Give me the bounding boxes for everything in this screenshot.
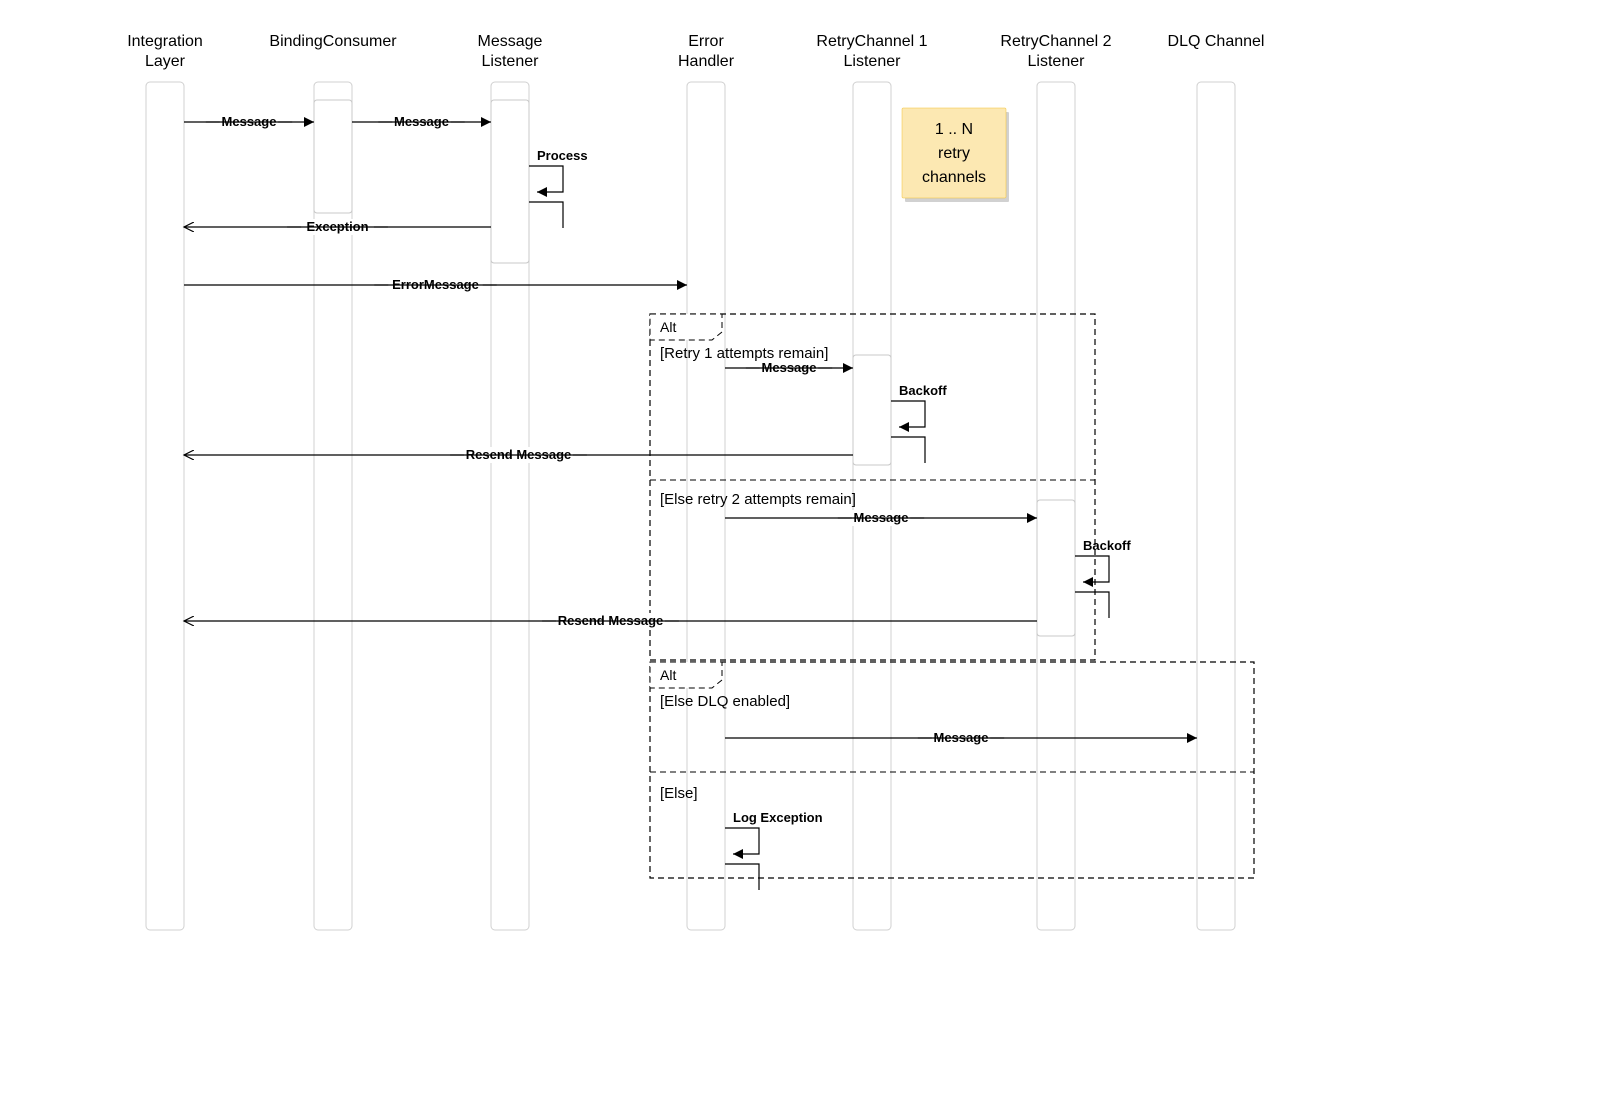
alt1-guard2: [Else retry 2 attempts remain] [660, 491, 856, 508]
msg-resend-2: Resend Message [184, 613, 1037, 629]
lifeline-retry1 [853, 82, 891, 930]
activation-listener [491, 100, 529, 263]
alt2-guard2: [Else] [660, 785, 698, 802]
svg-text:Listener: Listener [482, 53, 540, 70]
note-line-3: channels [922, 169, 986, 186]
svg-text:Integration: Integration [127, 33, 203, 50]
svg-text:RetryChannel 2: RetryChannel 2 [1000, 33, 1111, 50]
svg-text:Listener: Listener [844, 53, 902, 70]
msg-process: Process [529, 148, 588, 228]
msg-message-dlq: Message [725, 730, 1197, 746]
svg-text:RetryChannel 1: RetryChannel 1 [816, 33, 927, 50]
lifeline-integration [146, 82, 184, 930]
activation-retry1 [853, 355, 891, 465]
msg-message-2: Message [352, 114, 491, 130]
lifeline-dlq [1197, 82, 1235, 930]
activation-binding [314, 100, 352, 213]
svg-text:Layer: Layer [145, 53, 186, 70]
msg-backoff-1-label: Backoff [899, 383, 947, 398]
svg-text:DLQ Channel: DLQ Channel [1168, 33, 1265, 50]
participant-dlq: DLQ Channel [1168, 33, 1265, 930]
msg-message-retry1: Message [725, 360, 853, 376]
msg-backoff-1: Backoff [891, 383, 947, 463]
msg-resend-1: Resend Message [184, 447, 853, 463]
alt2-tab: Alt [660, 667, 676, 683]
svg-text:BindingConsumer: BindingConsumer [269, 33, 397, 50]
note-line-2: retry [938, 145, 970, 162]
msg-exception: Exception [184, 219, 491, 235]
msg-process-label: Process [537, 148, 588, 163]
msg-message-retry2: Message [725, 510, 1037, 526]
svg-text:Message: Message [478, 33, 543, 50]
alt2-guard1: [Else DLQ enabled] [660, 693, 790, 710]
svg-text:Handler: Handler [678, 53, 735, 70]
svg-text:Listener: Listener [1028, 53, 1086, 70]
msg-backoff-2: Backoff [1075, 538, 1131, 618]
alt1-tab: Alt [660, 319, 676, 335]
participant-integration: Integration Layer [127, 33, 203, 930]
msg-message-1: Message [184, 114, 314, 130]
msg-log-exception-label: Log Exception [733, 810, 823, 825]
msg-backoff-2-label: Backoff [1083, 538, 1131, 553]
note-line-1: 1 .. N [935, 121, 973, 138]
msg-errormessage: ErrorMessage [184, 277, 687, 293]
sequence-diagram: Integration Layer BindingConsumer Message Li… [0, 0, 1600, 1102]
svg-text:Error: Error [688, 33, 724, 50]
activation-retry2 [1037, 500, 1075, 636]
